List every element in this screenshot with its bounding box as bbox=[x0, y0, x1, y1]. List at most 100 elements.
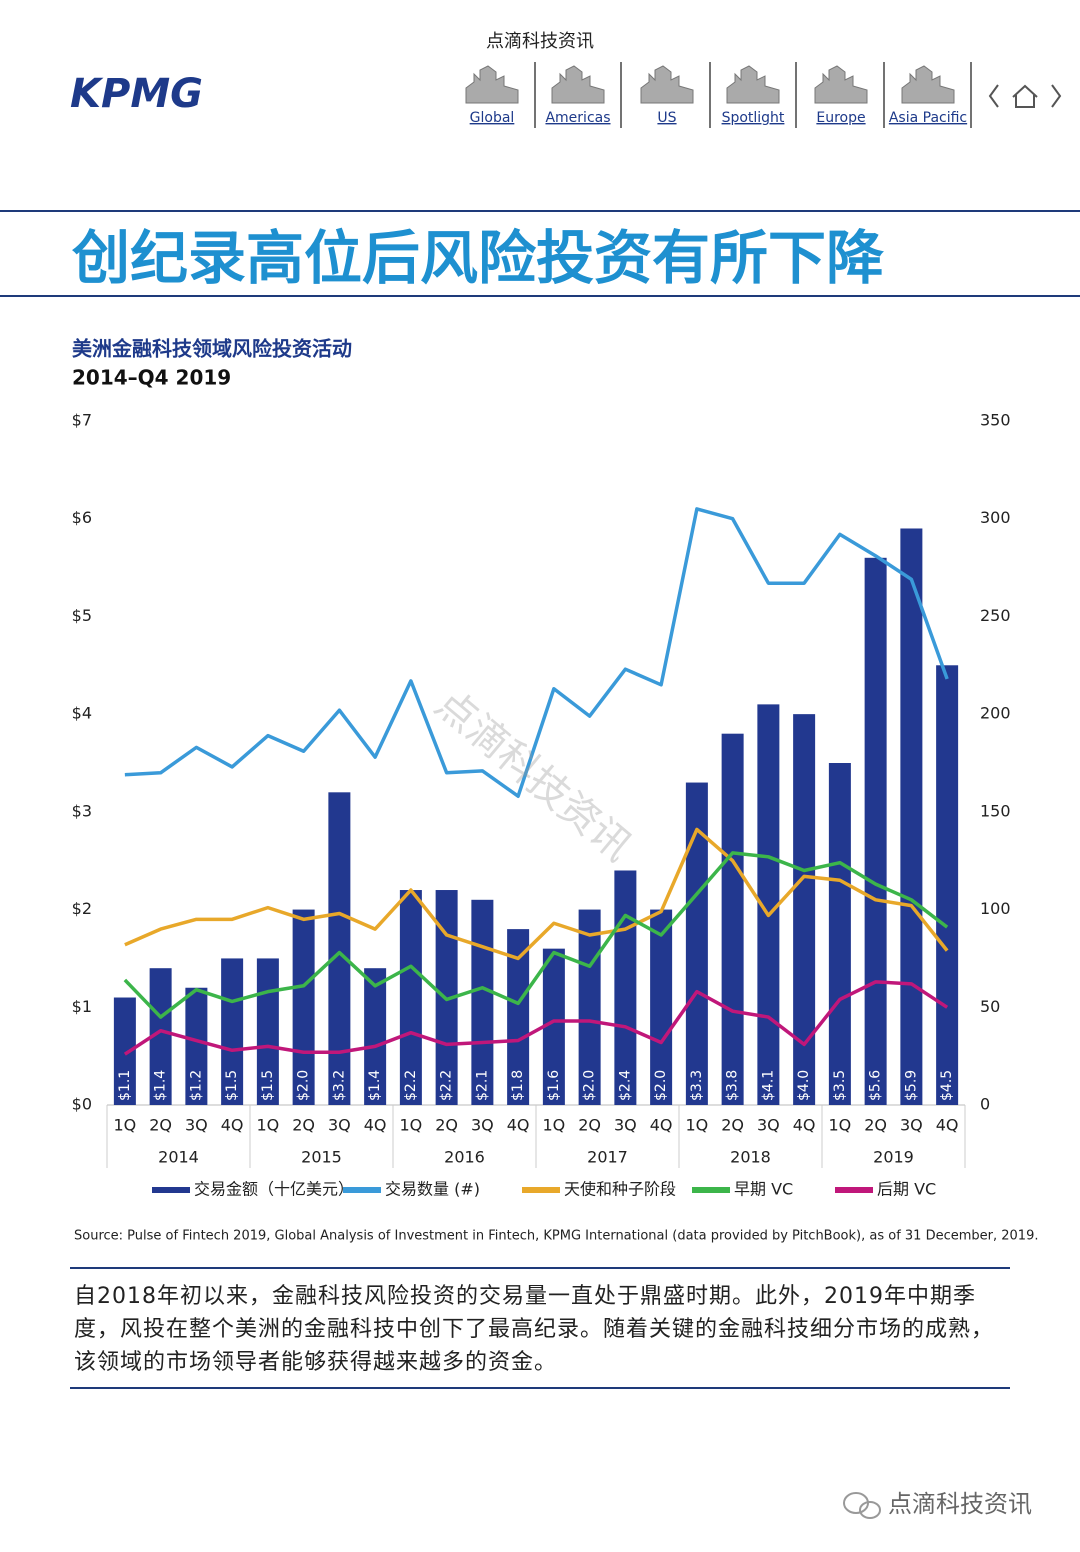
y-tick-label: $6 bbox=[72, 508, 92, 527]
nav-link[interactable]: Europe bbox=[816, 110, 865, 126]
value-label: $2.1 bbox=[474, 1070, 490, 1101]
x-tick-label: 2Q bbox=[578, 1116, 601, 1135]
value-label: $4.1 bbox=[760, 1070, 776, 1101]
x-tick-label: 3Q bbox=[614, 1116, 637, 1135]
x-group-label: 2017 bbox=[587, 1148, 628, 1167]
legend-label: 天使和种子阶段 bbox=[564, 1180, 676, 1199]
value-label: $1.4 bbox=[153, 1070, 169, 1101]
y2-tick-label: 350 bbox=[980, 411, 1011, 430]
wechat-icon bbox=[843, 1492, 881, 1519]
nav-link[interactable]: US bbox=[657, 110, 676, 126]
value-label: $2.0 bbox=[582, 1070, 598, 1101]
bar bbox=[900, 528, 923, 1105]
x-tick-label: 1Q bbox=[828, 1116, 851, 1135]
nav-link[interactable]: Asia Pacific bbox=[889, 110, 967, 126]
y2-tick-label: 200 bbox=[980, 704, 1011, 723]
x-tick-label: 4Q bbox=[793, 1116, 816, 1135]
y2-tick-label: 50 bbox=[980, 997, 1000, 1016]
x-tick-label: 4Q bbox=[507, 1116, 530, 1135]
legend-swatch bbox=[152, 1187, 190, 1193]
nav-icon bbox=[814, 65, 868, 104]
bar bbox=[328, 792, 351, 1105]
bar bbox=[828, 763, 851, 1105]
x-tick-label: 2Q bbox=[292, 1116, 315, 1135]
legend-swatch bbox=[692, 1187, 730, 1193]
bar bbox=[864, 557, 887, 1105]
x-tick-label: 1Q bbox=[685, 1116, 708, 1135]
value-label: $4.5 bbox=[939, 1070, 955, 1101]
y-tick-label: $7 bbox=[72, 411, 92, 430]
value-label: $1.8 bbox=[510, 1070, 526, 1101]
y2-tick-label: 100 bbox=[980, 899, 1011, 918]
legend-label: 交易数量 (#) bbox=[385, 1180, 480, 1199]
x-tick-label: 3Q bbox=[471, 1116, 494, 1135]
value-label: $1.6 bbox=[546, 1070, 562, 1101]
footer: 点滴科技资讯 bbox=[888, 1490, 1032, 1518]
bar bbox=[149, 968, 172, 1105]
legend-swatch bbox=[835, 1187, 873, 1193]
nav-icon bbox=[901, 65, 955, 104]
x-tick-label: 2Q bbox=[149, 1116, 172, 1135]
legend-label: 交易金额（十亿美元） bbox=[194, 1180, 354, 1199]
nav-icon bbox=[726, 65, 780, 104]
legend-label: 后期 VC bbox=[877, 1180, 936, 1199]
body-text: 自2018年初以来，金融科技风险投资的交易量一直处于鼎盛时期。此外，2019年中… bbox=[74, 1284, 995, 1375]
bar bbox=[399, 890, 422, 1105]
value-label: $1.5 bbox=[260, 1070, 276, 1101]
bar bbox=[650, 909, 673, 1105]
value-label: $3.2 bbox=[331, 1070, 347, 1101]
y2-tick-label: 300 bbox=[980, 508, 1011, 527]
heading: 创纪录高位后风险投资有所下降 bbox=[72, 224, 884, 292]
value-label: $4.0 bbox=[796, 1070, 812, 1101]
x-group-label: 2019 bbox=[873, 1148, 914, 1167]
value-label: $3.8 bbox=[725, 1070, 741, 1101]
value-label: $2.4 bbox=[617, 1070, 633, 1101]
bar bbox=[542, 948, 565, 1105]
line-series bbox=[123, 851, 949, 1019]
watermark: 点滴科技资讯 bbox=[427, 681, 640, 871]
legend-swatch bbox=[343, 1187, 381, 1193]
x-tick-label: 4Q bbox=[650, 1116, 673, 1135]
value-label: $2.0 bbox=[653, 1070, 669, 1101]
y2-tick-label: 150 bbox=[980, 801, 1011, 820]
legend-label: 早期 VC bbox=[734, 1180, 793, 1199]
value-label: $2.0 bbox=[296, 1070, 312, 1101]
bar bbox=[936, 665, 959, 1105]
x-tick-label: 3Q bbox=[757, 1116, 780, 1135]
y2-tick-label: 0 bbox=[980, 1095, 990, 1114]
y-tick-label: $2 bbox=[72, 899, 92, 918]
y-tick-label: $1 bbox=[72, 997, 92, 1016]
chart-title: 美洲金融科技领域风险投资活动 bbox=[72, 337, 352, 361]
bar bbox=[721, 733, 744, 1105]
nav-link[interactable]: Americas bbox=[545, 110, 610, 126]
bar bbox=[793, 714, 816, 1105]
logo: KPMG bbox=[70, 71, 203, 117]
y-tick-label: $5 bbox=[72, 606, 92, 625]
nav-icon bbox=[551, 65, 605, 104]
bar bbox=[507, 929, 530, 1105]
value-label: $1.5 bbox=[224, 1070, 240, 1101]
bar bbox=[221, 958, 244, 1105]
x-tick-label: 4Q bbox=[364, 1116, 387, 1135]
value-label: $1.1 bbox=[117, 1070, 133, 1101]
bar bbox=[292, 909, 315, 1105]
value-label: $3.5 bbox=[832, 1070, 848, 1101]
y2-tick-label: 250 bbox=[980, 606, 1011, 625]
x-tick-label: 2Q bbox=[721, 1116, 744, 1135]
bar bbox=[471, 899, 494, 1105]
value-label: $5.9 bbox=[903, 1070, 919, 1101]
nav-link[interactable]: Global bbox=[470, 110, 515, 126]
value-label: $2.2 bbox=[403, 1070, 419, 1101]
nav-link[interactable]: Spotlight bbox=[722, 110, 785, 126]
bar bbox=[113, 997, 136, 1105]
y-tick-label: $4 bbox=[72, 704, 92, 723]
value-label: $2.2 bbox=[439, 1070, 455, 1101]
x-tick-label: 3Q bbox=[328, 1116, 351, 1135]
bar bbox=[685, 782, 708, 1105]
nav-arrows bbox=[988, 84, 1062, 108]
value-label: $3.3 bbox=[689, 1070, 705, 1101]
x-group-label: 2015 bbox=[301, 1148, 342, 1167]
line-series bbox=[124, 827, 949, 961]
chart-subtitle: 2014–Q4 2019 bbox=[72, 366, 231, 390]
